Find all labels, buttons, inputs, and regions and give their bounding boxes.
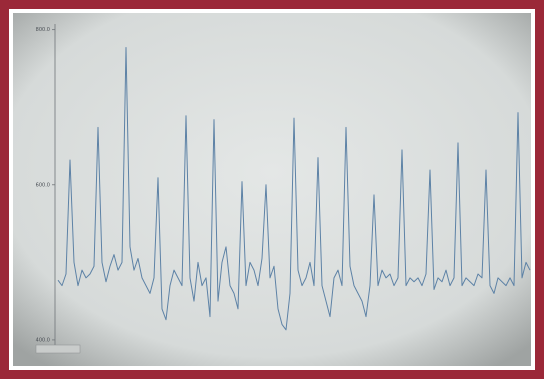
screen [13, 13, 531, 366]
page: {"chart_data": {"type": "line", "values"… [0, 0, 544, 379]
y-tick-label: 600.0 [36, 182, 50, 188]
y-tick-label: 800.0 [36, 27, 50, 33]
status-box [36, 345, 80, 353]
y-tick-label: 400.0 [36, 337, 50, 343]
chart: 800.0 600.0 400.0 [0, 0, 544, 379]
